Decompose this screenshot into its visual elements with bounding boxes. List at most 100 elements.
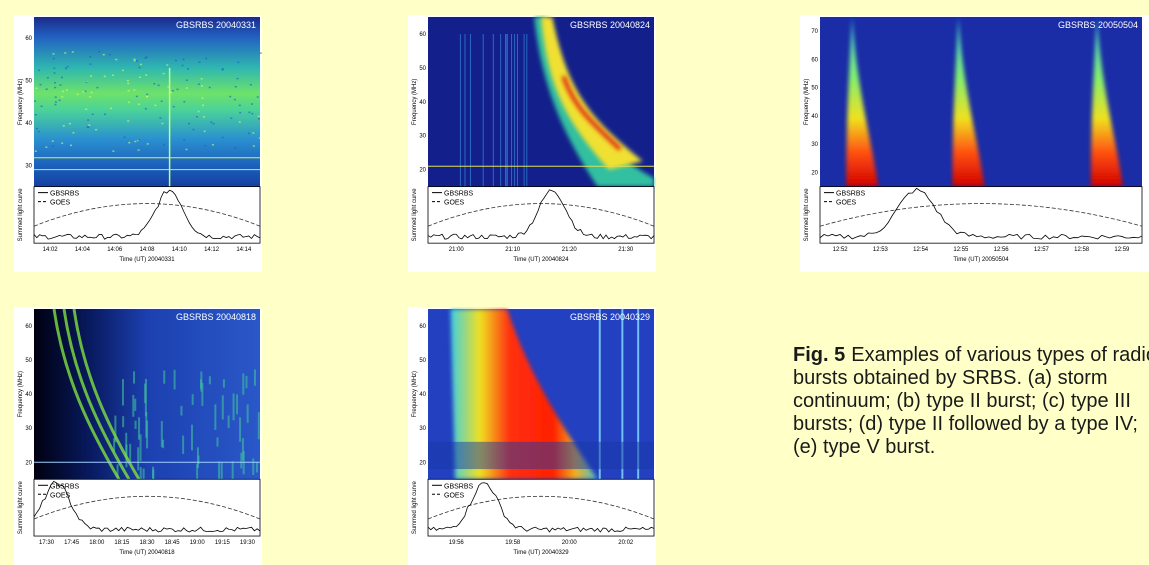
x-tick-label: 21:10 (505, 247, 521, 253)
noise (252, 145, 255, 147)
noise (127, 82, 130, 85)
noise (145, 56, 148, 58)
panel-label: GBSRBS 20040824 (570, 20, 650, 30)
noise (38, 69, 41, 72)
noise (70, 144, 73, 147)
legend-label: GBSRBS (444, 191, 474, 198)
legend-label: GOES (836, 200, 857, 207)
noise (115, 58, 118, 61)
legend-label: GOES (50, 492, 71, 499)
noise (133, 89, 136, 91)
noise (133, 58, 136, 61)
panel-label: GBSRBS 20040329 (570, 312, 650, 322)
noise (82, 90, 85, 93)
x-tick-label: 14:12 (204, 247, 220, 253)
noise (54, 103, 57, 106)
noise (249, 83, 252, 86)
y-tick-label: 20 (419, 460, 426, 466)
x-tick-label: 18:00 (89, 540, 105, 546)
y-tick-label: 60 (419, 32, 426, 38)
spectrogram (820, 17, 1142, 187)
goes-curve (427, 495, 655, 520)
noise (162, 143, 165, 146)
noise (198, 61, 201, 63)
lc-axis-label: Summed light curve (412, 188, 418, 242)
panel-svg: GBSRBS 20040331 GBSRBS GOES 30 40 50 60 14:02 14… (18, 17, 262, 263)
noise (128, 141, 131, 144)
noise (185, 79, 188, 82)
noise (229, 95, 232, 98)
noise (53, 72, 56, 74)
y-tick-label: 20 (811, 170, 818, 176)
noise (201, 97, 204, 99)
noise (258, 137, 261, 139)
noise (259, 52, 262, 54)
x-tick-label: 14:04 (75, 247, 91, 253)
noise (251, 112, 254, 115)
x-tick-label: 19:58 (505, 540, 521, 546)
noise (121, 69, 124, 72)
noise (212, 122, 215, 125)
y-tick-label: 30 (25, 163, 32, 169)
y-tick-label: 30 (419, 134, 426, 140)
noise (203, 130, 206, 133)
y-tick-label: 40 (25, 121, 32, 127)
burst (846, 17, 879, 187)
y-axis-label: Frequency (MHz) (18, 79, 24, 125)
noise (188, 122, 191, 125)
goes-curve (427, 203, 655, 227)
lightcurve-frame (427, 186, 655, 244)
noise (103, 75, 106, 78)
noise (185, 87, 188, 89)
noise (197, 110, 200, 113)
noise (202, 116, 205, 118)
noise (88, 124, 91, 126)
noise (60, 76, 63, 79)
noise (230, 117, 233, 120)
noise (61, 142, 64, 144)
gbsrbs-curve (33, 189, 261, 240)
noise (162, 72, 165, 75)
noise (145, 74, 148, 76)
noise (127, 120, 130, 122)
legend-label: GBSRBS (444, 483, 474, 490)
burst (952, 17, 985, 187)
noise (111, 74, 114, 77)
panel-a: GBSRBS 20040331 GBSRBS GOES 30 40 50 60 14:02 14… (14, 15, 262, 272)
y-tick-label: 50 (25, 358, 32, 364)
y-tick-label: 50 (25, 79, 32, 85)
noise (237, 61, 240, 64)
noise (186, 68, 189, 70)
x-tick-label: 12:53 (873, 247, 889, 253)
noise (257, 117, 260, 120)
noise (72, 131, 75, 134)
noise (61, 96, 64, 98)
noise (185, 148, 188, 151)
noise (200, 78, 203, 80)
panel-b: GBSRBS 20040824 GBSRBS GOES 20 30 40 50 60 21:00… (408, 15, 656, 272)
noise (34, 100, 37, 103)
noise (127, 89, 130, 92)
x-tick-label: 19:15 (215, 540, 231, 546)
noise (137, 103, 140, 105)
x-tick-label: 18:45 (165, 540, 181, 546)
burst (1090, 17, 1123, 187)
noise (166, 64, 169, 66)
panel-label: GBSRBS 20050504 (1058, 20, 1138, 30)
noise (112, 150, 115, 152)
spectrogram (34, 17, 260, 187)
x-tick-label: 19:56 (449, 540, 465, 546)
legend-label: GOES (444, 492, 465, 499)
lc-axis-label: Summed light curve (804, 188, 810, 242)
noise (233, 98, 236, 101)
y-tick-label: 30 (811, 142, 818, 148)
noise (91, 113, 94, 116)
x-axis-label: Time (UT) 20040331 (119, 257, 175, 263)
x-tick-label: 12:52 (833, 247, 849, 253)
noise (159, 117, 162, 119)
noise (51, 145, 54, 147)
noise (133, 60, 136, 62)
noise (45, 146, 48, 149)
noise (208, 86, 211, 89)
lightcurve-frame (819, 186, 1143, 244)
